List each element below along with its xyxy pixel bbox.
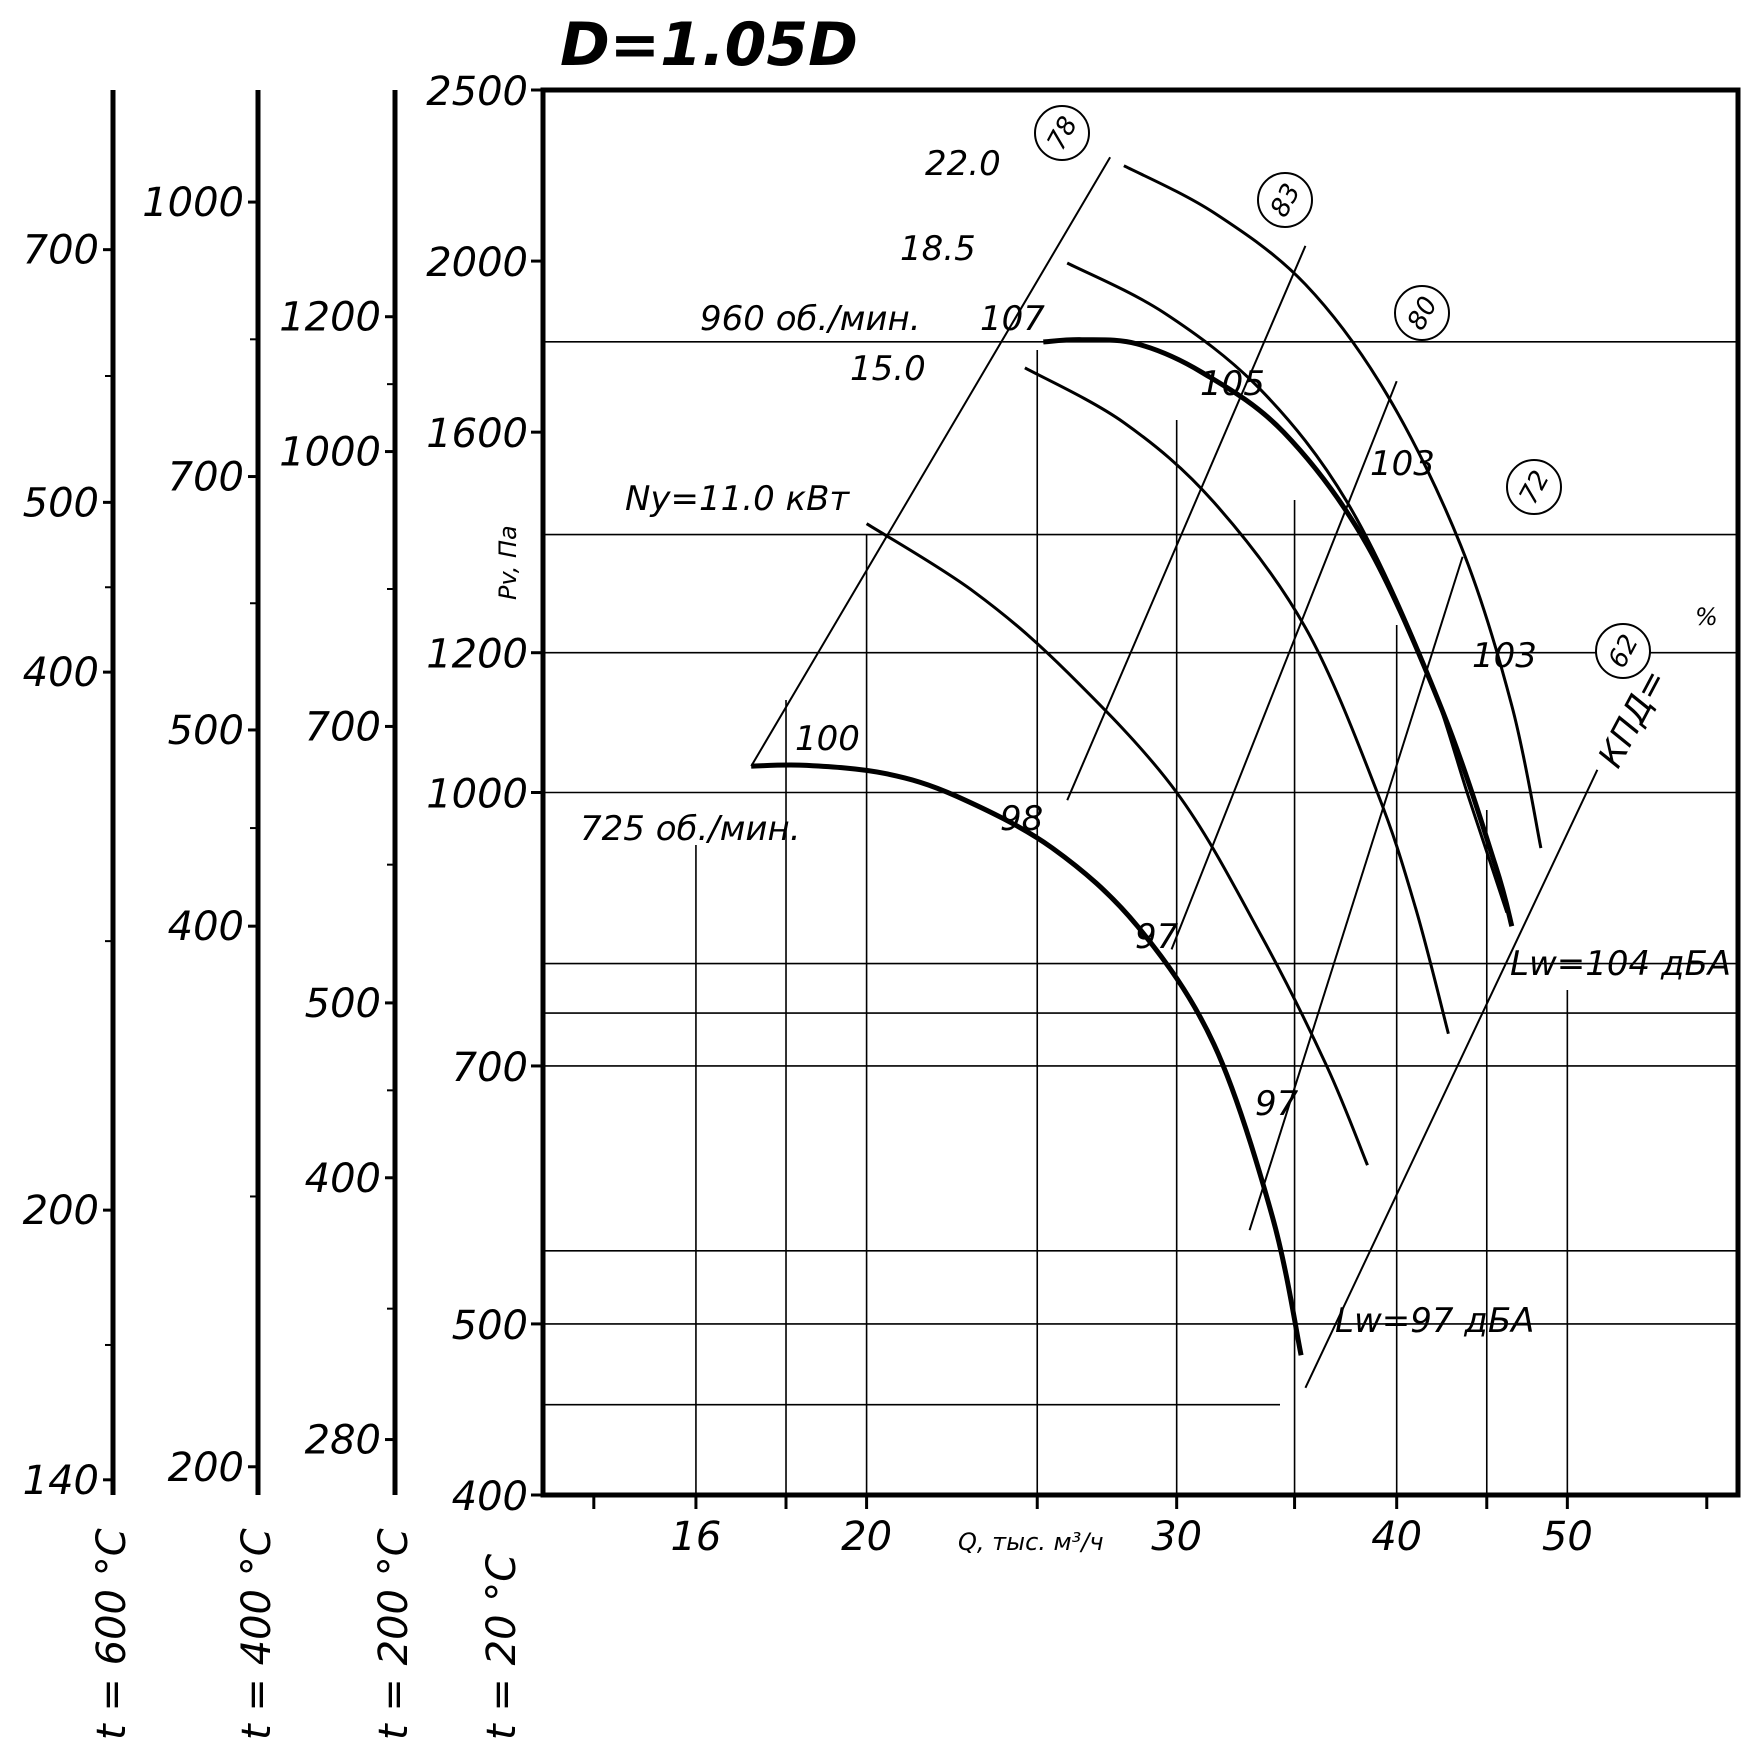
power-curve [1123,164,1543,849]
curve-annotation: 97 [1255,1084,1299,1124]
efficiency-line [1304,769,1599,1389]
curve-annotation: 103 [1472,636,1537,676]
scale-tick-label: 280 [305,1418,381,1464]
curve-annotation: 103 [1370,444,1435,484]
scale-tick-label: 700 [168,455,244,501]
scale-tick-label: 200 [168,1445,244,1491]
y-tick-label: 1600 [426,411,528,457]
curve-annotation: Ny=11.0 кВт [625,479,850,519]
x-tick-label: 30 [1151,1514,1202,1560]
curve-annotation: 97 [1135,917,1179,957]
fan-curve [1043,337,1515,927]
curve-annotation: 725 об./мин. [580,809,801,849]
curve-annotation: 98 [1000,799,1043,839]
x-axis-label: Q, тыс. м³/ч [958,1528,1104,1556]
scale-tick-label: 700 [23,228,99,274]
y-tick-label: 2000 [426,240,528,286]
scale-title: t = 200 °C [371,1528,417,1740]
curve-annotation: 107 [980,299,1045,339]
efficiency-circle [1506,459,1562,515]
x-tick-label: 20 [841,1514,892,1560]
efficiency-prefix: КПД= [1591,663,1676,774]
curve-annotation: 105 [1200,364,1265,404]
curve-annotation: 22.0 [925,144,1001,184]
scale-tick-label: 140 [23,1458,99,1504]
efficiency-circle [1257,172,1313,228]
scale-tick-label: 500 [23,480,99,526]
curve-annotation: 18.5 [900,229,976,269]
scale-tick-label: 1000 [142,180,244,226]
efficiency-line [1066,245,1307,801]
efficiency-circle [1595,623,1651,679]
efficiency-line [1170,380,1398,950]
x-tick-label: 40 [1371,1514,1422,1560]
y-tick-label: 700 [452,1045,528,1091]
x-tick-label: 16 [670,1514,721,1560]
y-axis-label: Pv, Па [494,525,522,600]
y-tick-label: 2500 [426,69,528,115]
power-curve [865,522,1369,1166]
curve-annotation: 100 [795,719,860,759]
scale-title: t = 600 °C [89,1528,135,1740]
y-tick-label: 1000 [426,772,528,818]
curve-annotation: Lw=97 дБА [1335,1301,1534,1341]
scale-tick-label: 400 [168,904,244,950]
fan-curve [751,762,1304,1356]
curve-annotation: Lw=104 дБА [1510,944,1731,984]
y-tick-label: 500 [452,1303,528,1349]
efficiency-circle [1034,105,1090,161]
efficiency-line [1248,556,1464,1231]
curve-annotation: 15.0 [850,349,926,389]
scale-tick-label: 700 [305,704,381,750]
efficiency-unit: % [1695,603,1718,631]
efficiency-line [750,156,1111,767]
y-tick-label: 1200 [426,632,528,678]
scale-tick-label: 400 [305,1156,381,1202]
y-tick-label: 400 [452,1474,528,1520]
scale-tick-label: 400 [23,650,99,696]
scale-title: t = 20 °C [479,1554,525,1740]
power-curve [1066,261,1509,914]
scale-tick-label: 500 [168,708,244,754]
power-curve [1024,366,1450,1035]
chart-title: D=1.05D [560,10,858,80]
x-tick-label: 50 [1542,1514,1593,1560]
efficiency-circle [1394,285,1450,341]
scale-tick-label: 200 [23,1188,99,1234]
curve-annotation: 960 об./мин. [700,299,921,339]
scale-tick-label: 1000 [279,430,381,476]
scale-tick-label: 1200 [279,295,381,341]
scale-title: t = 400 °C [234,1528,280,1740]
scale-tick-label: 500 [305,981,381,1027]
